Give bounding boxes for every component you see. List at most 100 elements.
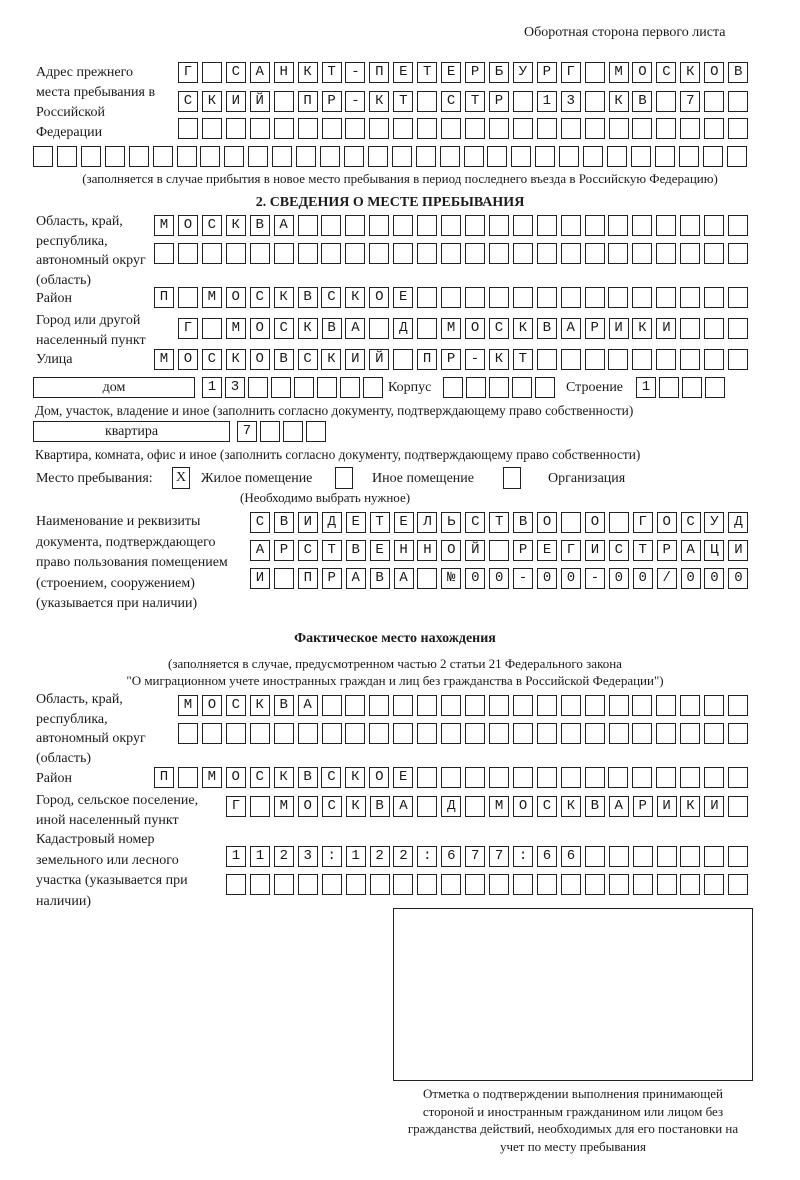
char-cell[interactable] (704, 846, 725, 867)
char-cell[interactable] (393, 874, 414, 895)
char-cell[interactable] (297, 540, 318, 561)
char-cell[interactable] (283, 421, 303, 442)
char-cell[interactable] (632, 62, 653, 83)
char-cell[interactable] (297, 349, 318, 370)
char-cell[interactable] (728, 695, 749, 716)
char-cell[interactable] (465, 723, 486, 744)
char-cell[interactable] (704, 118, 725, 139)
document-row-3[interactable]: И ПРАВА №00-00-00/000 (250, 568, 752, 589)
char-cell[interactable] (249, 767, 270, 788)
char-cell[interactable] (680, 695, 701, 716)
char-cell[interactable] (441, 846, 462, 867)
char-cell[interactable] (441, 243, 462, 264)
char-cell[interactable] (465, 512, 486, 533)
prev-address-row-2[interactable]: СКИЙ ПР-КТ СТР 13 КВ 7 (178, 91, 752, 112)
char-cell[interactable] (321, 91, 342, 112)
char-cell[interactable] (656, 287, 677, 308)
char-cell[interactable] (249, 62, 270, 83)
char-cell[interactable] (680, 723, 701, 744)
char-cell[interactable] (537, 568, 558, 589)
prev-address-row-3[interactable] (178, 118, 752, 139)
char-cell[interactable] (560, 349, 581, 370)
char-cell[interactable] (249, 243, 270, 264)
char-cell[interactable] (249, 796, 270, 817)
char-cell[interactable] (560, 287, 581, 308)
char-cell[interactable] (536, 318, 557, 339)
char-cell[interactable] (536, 695, 557, 716)
char-cell[interactable] (441, 512, 462, 533)
char-cell[interactable] (584, 796, 605, 817)
char-cell[interactable] (369, 349, 390, 370)
char-cell[interactable] (608, 767, 629, 788)
char-cell[interactable] (441, 767, 462, 788)
char-cell[interactable] (608, 723, 629, 744)
char-cell[interactable] (340, 377, 360, 398)
char-cell[interactable] (512, 377, 532, 398)
char-cell[interactable] (680, 349, 701, 370)
char-cell[interactable] (417, 62, 438, 83)
char-cell[interactable] (237, 421, 257, 442)
char-cell[interactable] (225, 118, 246, 139)
char-cell[interactable] (441, 695, 462, 716)
char-cell[interactable] (443, 377, 463, 398)
char-cell[interactable] (441, 568, 462, 589)
char-cell[interactable] (488, 723, 509, 744)
char-cell[interactable] (369, 215, 390, 236)
char-cell[interactable] (704, 91, 725, 112)
char-cell[interactable] (608, 318, 629, 339)
char-cell[interactable] (154, 767, 174, 788)
char-cell[interactable] (178, 723, 198, 744)
char-cell[interactable] (33, 146, 53, 167)
char-cell[interactable] (488, 695, 509, 716)
char-cell[interactable] (656, 568, 677, 589)
prev-address-row-4[interactable] (33, 146, 751, 167)
char-cell[interactable] (249, 695, 270, 716)
char-cell[interactable] (560, 118, 581, 139)
flat-type-field[interactable]: квартира (33, 421, 230, 442)
char-cell[interactable] (273, 512, 294, 533)
char-cell[interactable] (417, 243, 438, 264)
char-cell[interactable] (560, 512, 581, 533)
char-cell[interactable] (178, 62, 198, 83)
char-cell[interactable] (369, 695, 390, 716)
char-cell[interactable] (273, 287, 294, 308)
char-cell[interactable] (345, 540, 366, 561)
char-cell[interactable] (584, 874, 605, 895)
char-cell[interactable] (393, 118, 414, 139)
char-cell[interactable] (489, 846, 510, 867)
char-cell[interactable] (680, 846, 701, 867)
house-type-field[interactable]: дом (33, 377, 195, 398)
char-cell[interactable] (441, 118, 462, 139)
char-cell[interactable] (464, 767, 485, 788)
char-cell[interactable] (584, 695, 605, 716)
char-cell[interactable] (154, 287, 174, 308)
char-cell[interactable] (417, 512, 438, 533)
char-cell[interactable] (512, 118, 533, 139)
char-cell[interactable] (345, 287, 366, 308)
char-cell[interactable] (537, 540, 558, 561)
char-cell[interactable] (369, 767, 390, 788)
char-cell[interactable] (680, 540, 701, 561)
char-cell[interactable] (249, 118, 270, 139)
char-cell[interactable] (297, 62, 318, 83)
char-cell[interactable] (441, 796, 462, 817)
char-cell[interactable] (297, 91, 318, 112)
char-cell[interactable] (489, 796, 510, 817)
char-cell[interactable] (226, 874, 246, 895)
char-cell[interactable] (465, 874, 486, 895)
char-cell[interactable] (369, 846, 390, 867)
char-cell[interactable] (345, 62, 366, 83)
char-cell[interactable] (393, 568, 414, 589)
char-cell[interactable] (345, 695, 366, 716)
actual-city-row[interactable]: Г МОСКВА Д МОСКВАРИКИ (226, 796, 752, 817)
char-cell[interactable] (201, 62, 222, 83)
char-cell[interactable] (680, 568, 701, 589)
char-cell[interactable] (488, 62, 509, 83)
char-cell[interactable] (536, 767, 557, 788)
char-cell[interactable] (201, 695, 222, 716)
char-cell[interactable] (178, 91, 198, 112)
char-cell[interactable] (512, 767, 533, 788)
char-cell[interactable] (464, 215, 485, 236)
char-cell[interactable] (225, 287, 246, 308)
char-cell[interactable] (225, 695, 246, 716)
